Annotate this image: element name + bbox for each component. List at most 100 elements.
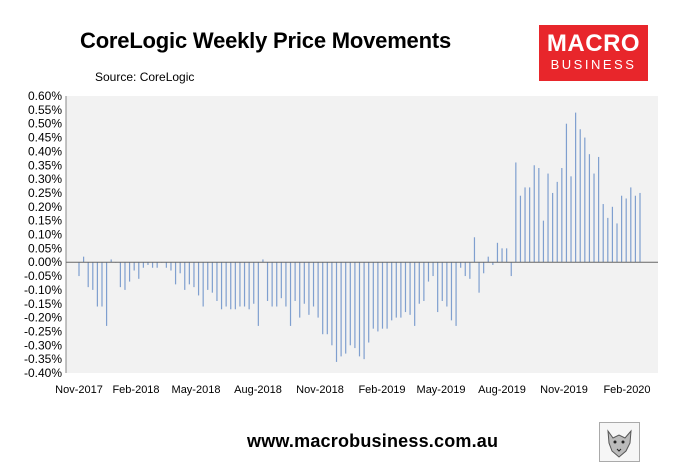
bar: [78, 262, 80, 277]
logo-line-macro: MACRO: [546, 30, 641, 57]
x-tick-label: Aug-2018: [234, 384, 282, 396]
bar: [326, 262, 328, 335]
bar: [184, 262, 186, 290]
bar: [87, 262, 89, 288]
y-tick-label: 0.05%: [28, 241, 62, 255]
bar: [151, 262, 154, 268]
y-tick-label: -0.40%: [24, 366, 62, 380]
bar: [96, 262, 98, 307]
bar: [588, 154, 591, 263]
bar: [335, 262, 338, 362]
x-axis-labels: Nov-2017 Feb-2018 May-2018 Aug-2018 Nov-2018…: [55, 384, 650, 396]
bar: [575, 112, 577, 263]
bar: [607, 217, 609, 263]
bar: [197, 262, 200, 296]
bar: [469, 262, 471, 279]
wolf-logo-icon: [599, 422, 640, 462]
bar: [400, 262, 402, 318]
bar: [437, 262, 439, 313]
bar: [391, 262, 393, 321]
bar: [289, 262, 292, 326]
y-tick-label: 0.10%: [28, 228, 62, 242]
bar: [634, 195, 636, 263]
bar: [584, 137, 586, 263]
bar: [133, 262, 135, 271]
bar: [271, 262, 273, 307]
bar: [207, 262, 209, 290]
bar: [404, 262, 407, 313]
bar: [202, 262, 204, 307]
bar: [427, 262, 430, 282]
y-tick-label: 0.00%: [28, 255, 62, 269]
bar: [142, 262, 144, 268]
x-tick-label: Feb-2020: [603, 384, 650, 396]
bar: [358, 262, 361, 357]
bar: [547, 173, 549, 263]
bars-group: [78, 112, 641, 362]
page-title: CoreLogic Weekly Price Movements: [80, 28, 451, 53]
bar: [386, 262, 388, 329]
bar: [616, 223, 618, 263]
y-tick-label: 0.25%: [28, 186, 62, 200]
y-tick-label: -0.20%: [24, 311, 62, 325]
bar: [239, 262, 241, 307]
bar: [487, 256, 489, 263]
bar: [372, 262, 374, 329]
bar: [506, 248, 508, 263]
x-tick-label: Feb-2019: [358, 384, 405, 396]
bar: [124, 262, 126, 290]
bar: [303, 262, 305, 304]
bar: [253, 262, 255, 304]
bar: [368, 262, 370, 343]
bar: [565, 123, 568, 263]
bar: [598, 156, 600, 263]
bar: [174, 262, 177, 285]
y-tick-label: -0.15%: [24, 297, 62, 311]
x-tick-label: Nov-2018: [296, 384, 344, 396]
bar: [611, 206, 614, 263]
bar: [501, 248, 503, 263]
y-tick-label: 0.55%: [28, 103, 62, 117]
y-tick-label: 0.15%: [28, 214, 62, 228]
bar: [519, 195, 522, 263]
bar: [225, 262, 227, 307]
bar: [322, 262, 324, 335]
bar: [211, 262, 213, 293]
bar: [492, 262, 494, 265]
bar: [280, 262, 282, 299]
bar: [464, 262, 466, 277]
bar: [414, 262, 416, 326]
bar: [621, 195, 623, 263]
bar: [188, 262, 190, 285]
bar: [92, 262, 94, 290]
bar: [377, 262, 379, 332]
bar: [496, 242, 499, 263]
bar: [363, 262, 365, 360]
bar: [276, 262, 278, 307]
bar: [483, 262, 485, 274]
bar: [460, 262, 462, 268]
bar: [128, 262, 131, 282]
bar: [156, 262, 158, 268]
bar: [354, 262, 356, 349]
bar: [248, 262, 250, 310]
bar: [234, 262, 236, 310]
bar: [230, 262, 232, 310]
bar: [639, 192, 641, 263]
x-tick-label: Feb-2018: [112, 384, 159, 396]
bar: [395, 262, 397, 318]
source-note: Source: CoreLogic: [95, 70, 195, 84]
bar: [538, 168, 540, 263]
bar: [409, 262, 411, 315]
bar: [340, 262, 342, 357]
y-tick-label: 0.40%: [28, 144, 62, 158]
plot-area: [66, 96, 658, 373]
bar: [423, 262, 425, 301]
bar: [593, 173, 595, 263]
x-tick-label: Aug-2019: [478, 384, 526, 396]
y-tick-label: -0.05%: [24, 269, 62, 283]
bar: [478, 262, 480, 293]
x-tick-label: Nov-2017: [55, 384, 103, 396]
bar: [165, 262, 167, 268]
y-tick-label: 0.35%: [28, 158, 62, 172]
